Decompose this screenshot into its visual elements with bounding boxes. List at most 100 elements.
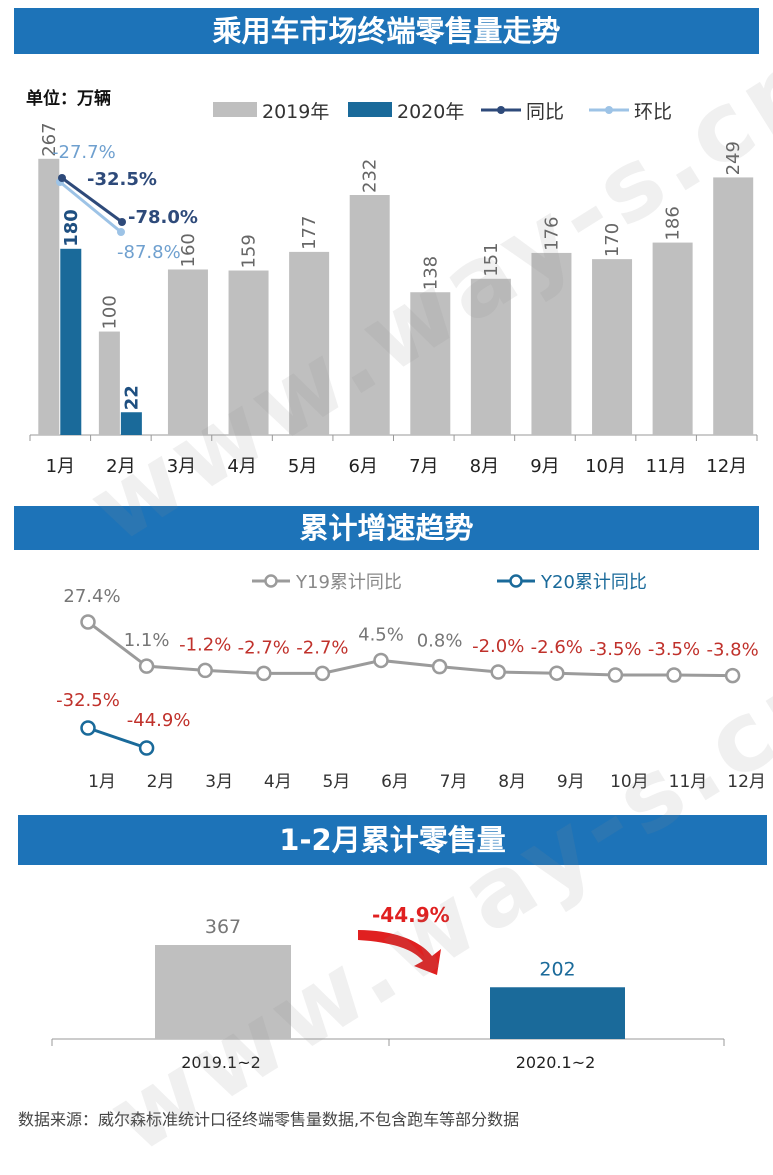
y19-point xyxy=(373,652,389,669)
bar-2019 xyxy=(713,177,754,435)
y19-point xyxy=(138,658,155,674)
total-data-label: 202 xyxy=(539,958,575,980)
x-tick-label: 9月 xyxy=(557,772,585,792)
y19-point xyxy=(549,665,565,681)
x-tick-label: 6月 xyxy=(381,772,409,792)
bar-2019 xyxy=(289,251,330,435)
y19-data-label: -2.6% xyxy=(531,637,583,658)
y19-data-label: 1.1% xyxy=(124,630,170,651)
x-tick-label: 3月 xyxy=(167,456,196,477)
data-label-2019: 232 xyxy=(360,159,381,193)
data-label-2019: 159 xyxy=(239,234,260,268)
source-note: 数据来源：威尔森标准统计口径终端零售量数据,不包含跑车等部分数据 xyxy=(18,1110,520,1129)
bar-2019 xyxy=(652,242,693,435)
mom-label: -27.7% xyxy=(52,142,116,163)
bar-2019 xyxy=(349,195,390,435)
y19-point xyxy=(197,662,213,679)
yoy-point xyxy=(58,174,66,182)
x-tick-label: 8月 xyxy=(470,456,499,477)
unit-label: 单位：万辆 xyxy=(26,89,111,109)
x-tick-label: 6月 xyxy=(348,456,377,477)
total-data-label: 367 xyxy=(205,916,241,938)
change-label: -44.9% xyxy=(372,903,450,927)
x-tick-label: 5月 xyxy=(322,772,350,792)
x-tick-label: 2020.1~2 xyxy=(516,1053,596,1072)
total-bar xyxy=(490,987,625,1039)
data-label-2019: 186 xyxy=(663,206,684,240)
y20-data-label: -44.9% xyxy=(127,710,191,731)
y19-point xyxy=(314,665,331,682)
x-tick-label: 2月 xyxy=(106,456,135,477)
x-tick-label: 10月 xyxy=(610,772,649,792)
data-label-2019: 176 xyxy=(541,217,562,251)
y19-data-label: 0.8% xyxy=(417,631,463,652)
bar-2019 xyxy=(228,270,269,435)
y20-point xyxy=(80,720,96,736)
y19-point xyxy=(490,664,506,680)
legend-label-2020: 2020年 xyxy=(397,101,464,123)
y19-point xyxy=(256,665,272,682)
y19-data-label: -1.2% xyxy=(179,634,231,655)
x-tick-label: 7月 xyxy=(440,772,468,792)
data-label-2019: 170 xyxy=(602,223,623,257)
jan-feb-total-chart: 367 2019.1~2 202 2020.1~2 -44.9% xyxy=(51,903,725,1072)
y19-data-label: -3.5% xyxy=(589,639,641,660)
data-label-2019: 138 xyxy=(420,256,441,290)
y20-line xyxy=(87,726,148,750)
x-tick-label: 7月 xyxy=(409,456,438,477)
total-bar xyxy=(155,945,291,1039)
chart2-title-banner: 累计增速趋势 xyxy=(14,506,759,550)
mom-label: -87.8% xyxy=(117,242,181,263)
legend-dot-y19 xyxy=(264,574,278,588)
bar-2019 xyxy=(531,252,572,435)
y19-data-label: -3.8% xyxy=(706,640,758,661)
bar-2019 xyxy=(592,259,633,435)
legend-label-2019: 2019年 xyxy=(262,101,329,123)
legend-swatch-2020 xyxy=(348,102,392,117)
legend-label-yoy: 同比 xyxy=(526,101,564,123)
yoy-line xyxy=(61,176,123,224)
y19-point xyxy=(607,667,624,683)
data-label-2020: 180 xyxy=(61,209,82,247)
x-tick-label: 12月 xyxy=(727,772,766,792)
y19-point xyxy=(431,658,448,675)
y19-point xyxy=(666,667,682,683)
bar-2020 xyxy=(120,412,142,435)
y19-data-label: 27.4% xyxy=(63,586,120,607)
chart1-title-banner: 乘用车市场终端零售量走势 xyxy=(14,8,759,54)
x-tick-label: 11月 xyxy=(669,772,708,792)
legend-dot-y20 xyxy=(509,574,523,588)
legend-label-mom: 环比 xyxy=(634,101,672,123)
y19-point xyxy=(80,614,96,630)
y19-line xyxy=(87,620,733,678)
legend-swatch-2019 xyxy=(213,102,257,117)
data-label-2019: 249 xyxy=(723,141,744,175)
data-label-2019: 267 xyxy=(39,122,60,156)
bar-2019 xyxy=(38,158,60,436)
y19-point xyxy=(724,667,741,684)
data-label-2019: 177 xyxy=(299,216,320,250)
x-tick-label: 3月 xyxy=(205,772,233,792)
x-tick-label: 9月 xyxy=(530,456,559,477)
data-label-2019: 151 xyxy=(481,242,502,276)
y20-point xyxy=(138,740,155,756)
x-tick-label: 8月 xyxy=(498,772,526,792)
x-tick-label: 11月 xyxy=(646,456,687,477)
data-label-2019: 100 xyxy=(99,295,120,329)
y20-data-label: -32.5% xyxy=(56,690,120,711)
x-tick-label: 4月 xyxy=(264,772,292,792)
x-tick-label: 10月 xyxy=(585,456,626,477)
x-tick-label: 2月 xyxy=(147,772,175,792)
y19-data-label: 4.5% xyxy=(358,624,404,645)
x-tick-label: 12月 xyxy=(706,456,747,477)
bar-2019 xyxy=(167,269,208,435)
legend-label-y19: Y19累计同比 xyxy=(295,572,402,593)
decrease-arrow-icon xyxy=(358,930,441,975)
yoy-point xyxy=(118,218,126,226)
mom-line xyxy=(59,180,122,234)
x-tick-label: 5月 xyxy=(288,456,317,477)
cumulative-growth-chart: 27.4% 1.1% -1.2% -2.7% -2.7% 4.5% 0.8% -2.0% -2.… xyxy=(56,572,766,792)
legend-dot-yoy xyxy=(497,106,505,114)
mom-point xyxy=(117,228,125,236)
bar-2019 xyxy=(470,278,511,435)
